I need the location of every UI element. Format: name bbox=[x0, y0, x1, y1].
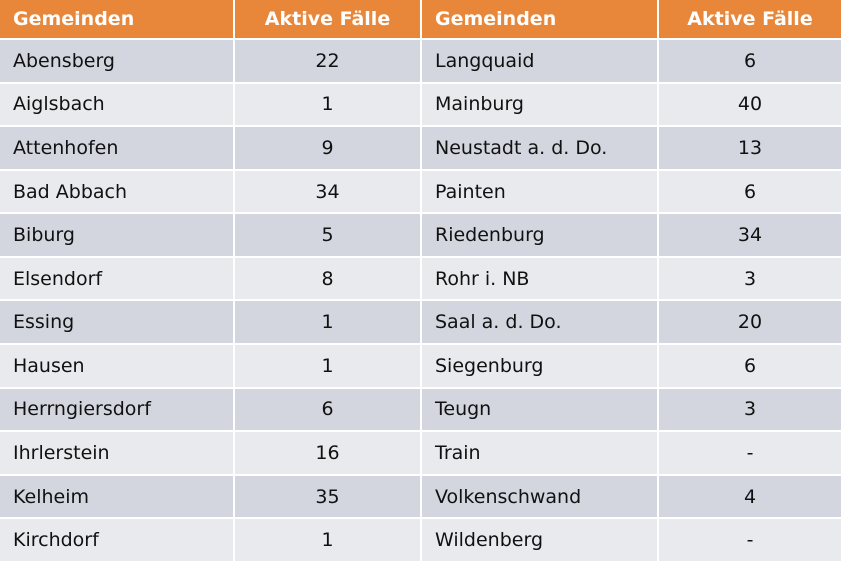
case-count: - bbox=[659, 519, 841, 561]
case-count: 6 bbox=[659, 40, 841, 82]
municipality: Abensberg bbox=[0, 40, 233, 82]
case-count: 8 bbox=[235, 257, 420, 300]
municipality: Kelheim bbox=[0, 475, 233, 518]
case-count: 6 bbox=[235, 388, 420, 431]
header-cell: Gemeinden bbox=[422, 0, 657, 38]
municipality: Elsendorf bbox=[0, 257, 233, 300]
case-count: 34 bbox=[659, 214, 841, 256]
case-count: 6 bbox=[659, 170, 841, 213]
case-count: 3 bbox=[659, 257, 841, 300]
header-cell: Aktive Fälle bbox=[659, 0, 841, 38]
case-count: 9 bbox=[235, 127, 420, 169]
header-cell: Aktive Fälle bbox=[235, 0, 420, 38]
municipality: Neustadt a. d. Do. bbox=[422, 127, 657, 169]
case-count: 5 bbox=[235, 214, 420, 256]
case-count: 1 bbox=[235, 345, 420, 387]
municipality: Kirchdorf bbox=[0, 519, 233, 561]
case-count: 6 bbox=[659, 345, 841, 387]
municipality: Volkenschwand bbox=[422, 475, 657, 518]
case-count: 16 bbox=[235, 432, 420, 474]
municipality: Hausen bbox=[0, 345, 233, 387]
municipality: Teugn bbox=[422, 388, 657, 431]
case-count: 4 bbox=[659, 475, 841, 518]
municipality: Attenhofen bbox=[0, 127, 233, 169]
case-count: 20 bbox=[659, 301, 841, 344]
case-count: 3 bbox=[659, 388, 841, 431]
municipality: Wildenberg bbox=[422, 519, 657, 561]
municipality: Herrngiersdorf bbox=[0, 388, 233, 431]
municipality: Essing bbox=[0, 301, 233, 344]
case-count: - bbox=[659, 432, 841, 474]
municipality: Ihrlerstein bbox=[0, 432, 233, 474]
case-count: 1 bbox=[235, 83, 420, 126]
municipality: Mainburg bbox=[422, 83, 657, 126]
municipality: Bad Abbach bbox=[0, 170, 233, 213]
municipality: Train bbox=[422, 432, 657, 474]
municipality: Aiglsbach bbox=[0, 83, 233, 126]
municipality: Saal a. d. Do. bbox=[422, 301, 657, 344]
municipality: Riedenburg bbox=[422, 214, 657, 256]
municipality: Painten bbox=[422, 170, 657, 213]
municipality: Rohr i. NB bbox=[422, 257, 657, 300]
case-count: 1 bbox=[235, 519, 420, 561]
municipality: Biburg bbox=[0, 214, 233, 256]
header-cell: Gemeinden bbox=[0, 0, 233, 38]
case-count: 35 bbox=[235, 475, 420, 518]
case-count: 34 bbox=[235, 170, 420, 213]
municipality: Siegenburg bbox=[422, 345, 657, 387]
case-count: 40 bbox=[659, 83, 841, 126]
municipality: Langquaid bbox=[422, 40, 657, 82]
case-count: 13 bbox=[659, 127, 841, 169]
case-count: 22 bbox=[235, 40, 420, 82]
case-count: 1 bbox=[235, 301, 420, 344]
